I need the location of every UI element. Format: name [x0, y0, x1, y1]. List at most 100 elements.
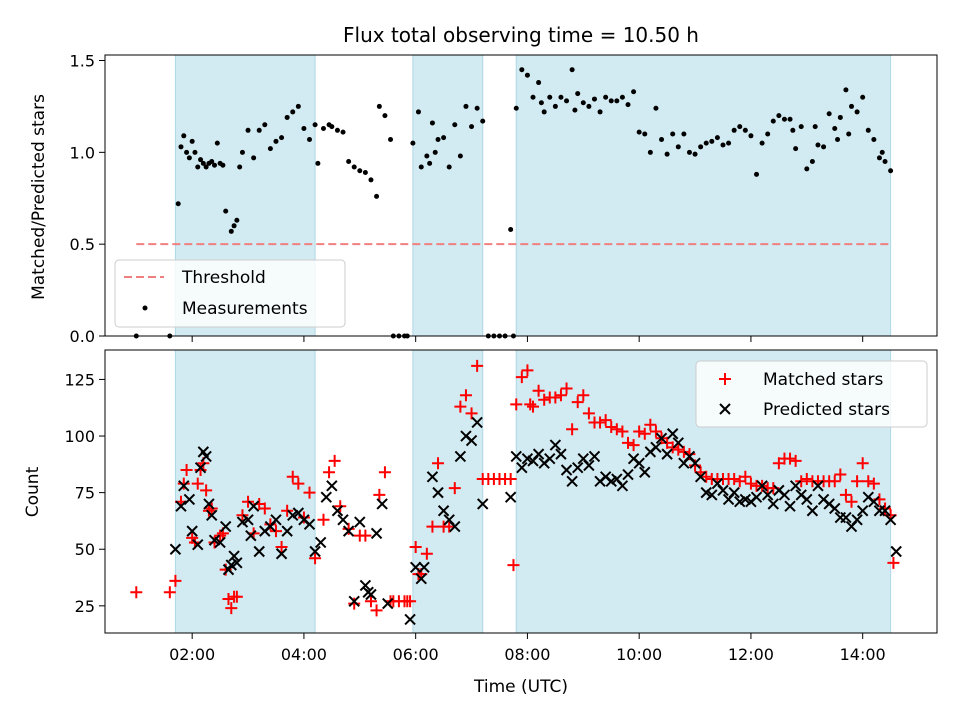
measurement-point-124	[754, 171, 760, 177]
measurement-point-139	[826, 111, 832, 117]
predicted-stars-point-35	[326, 480, 338, 492]
matched-stars-point-19	[225, 602, 238, 615]
measurement-point-108	[664, 151, 670, 157]
chart-title: Flux total observing time = 10.50 h	[343, 23, 699, 47]
measurement-point-4	[181, 133, 187, 139]
measurement-point-86	[547, 94, 553, 100]
measurement-point-91	[572, 107, 578, 113]
measurement-point-149	[871, 136, 877, 142]
measurement-point-51	[382, 113, 388, 119]
matched-stars-point-126	[795, 475, 808, 488]
matched-stars-point-58	[426, 520, 439, 533]
predicted-stars-point-114	[801, 493, 813, 506]
matched-stars-point-82	[549, 391, 562, 404]
matched-stars-point-1	[163, 586, 176, 599]
measurement-point-151	[879, 149, 885, 155]
measurement-point-113	[692, 151, 698, 157]
predicted-stars-point-87	[650, 441, 662, 454]
predicted-stars-point-130	[890, 545, 902, 558]
measurement-point-3	[178, 144, 184, 150]
matched-stars-point-99	[644, 418, 657, 431]
matched-stars-point-2	[169, 574, 182, 587]
measurement-point-67	[452, 122, 458, 128]
predicted-stars-point-58	[465, 434, 478, 447]
matched-stars-point-104	[672, 443, 685, 456]
predicted-stars-point-88	[655, 432, 668, 445]
predicted-stars-point-8	[200, 450, 212, 463]
predicted-stars-point-63	[516, 462, 528, 474]
measurement-point-127	[770, 118, 776, 124]
measurement-point-90	[569, 67, 575, 73]
count-panel-frame	[104, 349, 938, 634]
measurement-point-12	[203, 164, 209, 170]
measurement-point-66	[446, 164, 452, 170]
matched-stars-legend-swatch	[719, 373, 731, 385]
measurement-point-153	[888, 168, 894, 174]
matched-stars-point-77	[524, 398, 537, 411]
measurement-point-43	[340, 129, 346, 135]
observing-interval-2	[516, 55, 891, 336]
count-y-ticks: 25 50 75 100 125	[64, 370, 105, 616]
count-y-tick-label-4: 125	[64, 370, 95, 389]
predicted-stars-point-108	[767, 498, 779, 510]
matched-stars-point-85	[566, 423, 579, 436]
matched-stars-point-45	[370, 604, 383, 617]
matched-stars-point-73	[507, 559, 520, 572]
matched-stars-legend-label: Matched stars	[763, 370, 883, 390]
matched-stars-point-64	[459, 389, 472, 402]
predicted-stars-point-37	[337, 514, 349, 526]
measurement-point-24	[239, 149, 245, 155]
predicted-stars-point-22	[253, 545, 265, 558]
measurement-point-135	[809, 159, 815, 165]
matched-stars-point-47	[378, 466, 391, 479]
x-tick-label-0: 02:00	[169, 645, 215, 664]
predicted-stars-point-16	[228, 550, 240, 562]
measurement-point-29	[267, 146, 273, 152]
matched-stars-point-40	[342, 522, 355, 535]
measurement-point-84	[538, 100, 544, 106]
measurement-point-102	[631, 89, 637, 95]
measurement-point-128	[776, 113, 782, 119]
measurement-point-92	[575, 91, 581, 97]
measurement-point-121	[737, 124, 743, 130]
matched-stars-point-86	[571, 396, 584, 409]
measurement-point-106	[653, 105, 659, 111]
measurement-point-140	[832, 125, 838, 131]
predicted-stars-point-46	[382, 597, 394, 610]
measurement-point-9	[195, 164, 201, 170]
measurement-point-107	[659, 136, 665, 142]
measurement-point-70	[469, 124, 475, 130]
measurement-point-111	[681, 131, 687, 137]
count-y-axis-label: Count	[23, 466, 43, 517]
measurement-point-10	[198, 157, 204, 163]
predicted-stars-point-70	[555, 448, 567, 460]
measurement-point-97	[603, 94, 609, 100]
measurement-point-82	[530, 94, 536, 100]
matched-stars-point-43	[359, 529, 372, 542]
measurement-point-69	[463, 103, 469, 109]
predicted-stars-point-128	[879, 505, 891, 517]
predicted-stars-point-40	[354, 516, 366, 528]
measurement-point-48	[368, 177, 374, 183]
predicted-stars-point-90	[666, 428, 679, 440]
matched-stars-point-57	[420, 547, 433, 560]
measurement-point-129	[781, 116, 787, 122]
matched-stars-point-96	[627, 439, 640, 452]
matched-stars-point-79	[532, 384, 545, 397]
predicted-stars-point-1	[175, 500, 187, 512]
measurement-point-77	[508, 226, 514, 232]
matched-stars-point-31	[286, 470, 299, 483]
matched-stars-point-117	[744, 477, 757, 490]
predicted-stars-point-81	[616, 480, 629, 492]
predicted-stars-point-84	[633, 457, 645, 469]
matched-stars-point-136	[851, 475, 864, 488]
predicted-stars-point-97	[706, 489, 718, 501]
predicted-stars-point-31	[303, 518, 316, 531]
measurement-point-120	[731, 127, 737, 133]
matched-stars-point-9	[194, 463, 207, 476]
matched-stars-point-106	[683, 448, 696, 461]
measurement-point-150	[876, 155, 882, 161]
measurement-point-144	[846, 131, 852, 137]
predicted-stars-point-106	[756, 480, 768, 492]
measurement-point-79	[513, 105, 519, 111]
